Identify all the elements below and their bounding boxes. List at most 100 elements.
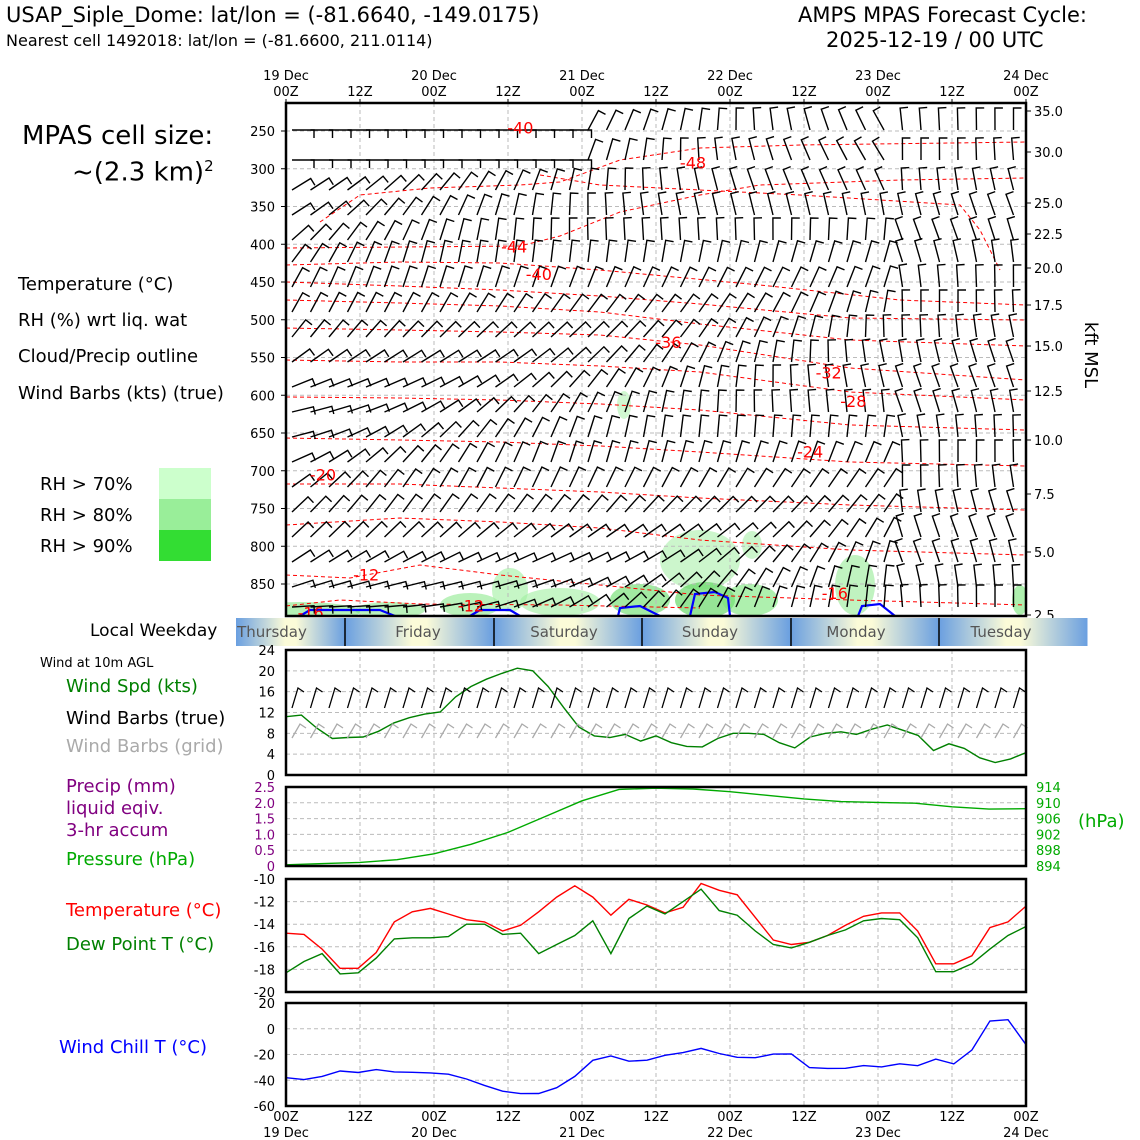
- wind-barb: [735, 545, 758, 563]
- wind-barb: [883, 217, 894, 241]
- wind-barb: [753, 239, 768, 263]
- wind-barb: [661, 589, 683, 608]
- wind-barb: [365, 175, 389, 191]
- wind-barb: [804, 191, 813, 216]
- wind-barb: [291, 291, 311, 313]
- wind-barb: [994, 439, 1003, 463]
- wind-barb: [365, 377, 391, 388]
- wind-barb: [458, 320, 481, 338]
- wind-barb: [731, 136, 740, 161]
- isotherm-label: -20: [310, 465, 336, 484]
- isotherm-line: [286, 327, 1026, 381]
- wind-barb: [1012, 107, 1022, 130]
- wind-barb: [365, 446, 389, 463]
- wind-barb-grid: [494, 723, 510, 739]
- wind-barb: [735, 389, 745, 413]
- wind-barb: [753, 567, 774, 588]
- wind-barb-true: [605, 686, 619, 709]
- kft-tick-label: 5.0: [1034, 546, 1055, 561]
- wind-barb: [938, 439, 948, 463]
- wind-barb: [568, 466, 587, 488]
- wind-barb: [365, 469, 387, 488]
- wind-barb: [420, 443, 442, 463]
- wind-barb: [532, 347, 556, 363]
- wind-barb: [716, 317, 737, 338]
- wind-barb: [716, 364, 730, 388]
- wind-barb: [790, 339, 802, 363]
- wind-barb: [716, 340, 734, 363]
- y-tick-label: 12: [258, 707, 275, 722]
- y-tick-label: -18: [254, 963, 275, 978]
- wind-barb: [550, 493, 572, 513]
- windchill-line: [285, 1018, 1027, 1095]
- wind-barb: [679, 414, 692, 438]
- wind-barb: [642, 108, 659, 131]
- wind-barb-grid: [753, 723, 769, 739]
- wind-barb: [679, 107, 694, 131]
- wind-barb-true: [975, 686, 989, 709]
- wind-barb: [864, 289, 879, 313]
- legend-barbs-grid: Wind Barbs (grid): [66, 736, 224, 757]
- wind-barb: [753, 544, 776, 563]
- wind-barb: [746, 165, 756, 191]
- wind-barb: [309, 318, 332, 338]
- wind-barb: [476, 551, 501, 563]
- y-tick-label: 0: [267, 860, 275, 875]
- wind-barb: [949, 215, 959, 241]
- wind-barb: [809, 314, 824, 338]
- wind-barb: [310, 604, 334, 614]
- wind-barb: [328, 200, 352, 216]
- rh-legend-90: RH > 90%: [40, 536, 133, 557]
- wind-barb: [846, 517, 867, 538]
- wind-barb: [735, 522, 759, 538]
- wind-barb: [785, 191, 795, 216]
- wind-barb: [309, 495, 333, 513]
- wind-barb: [1010, 136, 1020, 161]
- rh-shading: [660, 530, 740, 590]
- wind-barb: [347, 448, 371, 463]
- wind-barb: [1005, 337, 1015, 363]
- wind-barb: [782, 165, 793, 191]
- wind-barb: [894, 215, 904, 241]
- wind-barb: [1007, 166, 1016, 191]
- isotherm-line: [286, 299, 1026, 347]
- cell-size-text: ~(2.3 km): [72, 157, 205, 188]
- wind-barb: [383, 291, 403, 313]
- wind-barb-true: [587, 686, 601, 709]
- wind-barb: [639, 191, 649, 216]
- wind-barb: [421, 349, 445, 363]
- wind-barb: [513, 372, 537, 388]
- isotherm-label: -16: [822, 584, 848, 603]
- wind-barb: [420, 195, 441, 216]
- wind-barb: [894, 387, 904, 413]
- wind-barb: [753, 414, 765, 438]
- wind-barb: [605, 109, 624, 131]
- wind-barb: [420, 172, 443, 191]
- wind-barb: [827, 290, 844, 313]
- wind-barb: [809, 290, 827, 313]
- wind-barb: [365, 291, 384, 313]
- wind-barb: [420, 265, 437, 288]
- time-tick-label: 12Z: [643, 85, 669, 100]
- wind-barb-true: [531, 686, 545, 709]
- wind-barb: [476, 349, 501, 363]
- wind-barb-grid: [938, 723, 954, 739]
- wind-barb: [476, 217, 490, 241]
- wind-barb: [531, 265, 548, 288]
- wind-barb: [789, 363, 799, 388]
- legend-precip-liquid: liquid eqiv.: [66, 798, 164, 819]
- wind-barb-true: [550, 686, 564, 709]
- wind-barb: [494, 466, 513, 488]
- wind-barb: [809, 339, 819, 363]
- wind-barb: [347, 604, 371, 614]
- wind-barb: [786, 106, 796, 131]
- wind-barb-grid: [864, 723, 880, 739]
- pressure-tick-label: 400: [250, 238, 275, 253]
- wind-barb: [291, 377, 317, 388]
- wind-barb: [827, 339, 837, 363]
- wind-barb-true: [494, 686, 508, 709]
- wind-barb: [769, 106, 779, 131]
- wind-barb: [716, 586, 736, 608]
- wind-barb: [569, 346, 592, 363]
- wind-barb: [309, 242, 330, 263]
